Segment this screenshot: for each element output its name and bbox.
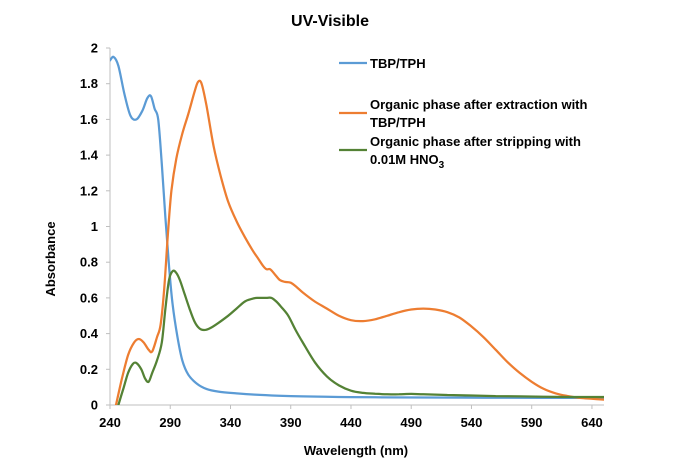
x-tick-label: 440 — [340, 415, 362, 430]
x-tick-label: 590 — [521, 415, 543, 430]
y-tick-label: 0.4 — [80, 326, 99, 341]
y-tick-label: 0.6 — [80, 290, 98, 305]
x-tick-label: 490 — [400, 415, 422, 430]
y-axis-title: Absorbance — [43, 221, 58, 296]
x-tick-label: 290 — [159, 415, 181, 430]
series-line-1 — [110, 55, 604, 400]
series-line-3 — [117, 269, 604, 405]
chart-axes: 0 0.2 0.4 0.6 0.8 1 1.2 1.4 1.6 1.8 2 240 290 340 390 4… — [80, 41, 604, 430]
y-tick-label: 1.4 — [80, 148, 99, 163]
y-tick-label: 1 — [91, 219, 98, 234]
chart-title: UV-Visible — [291, 13, 369, 30]
x-tick-label: 390 — [280, 415, 302, 430]
chart-legend: TBP/TPH Organic phase after extraction wi… — [339, 56, 588, 171]
y-tick-label: 1.8 — [80, 76, 98, 91]
x-tick-label: 640 — [581, 415, 603, 430]
legend-label-3: Organic phase after stripping with — [370, 134, 581, 149]
x-tick-label: 540 — [461, 415, 483, 430]
y-tick-label: 0.8 — [80, 255, 98, 270]
y-tick-label: 1.6 — [80, 112, 98, 127]
x-tick-label: 340 — [220, 415, 242, 430]
series-layer — [110, 55, 604, 405]
y-tick-label: 0.2 — [80, 362, 98, 377]
legend-label-3: 0.01M HNO3 — [370, 152, 445, 171]
x-tick-label: 240 — [99, 415, 121, 430]
legend-label-2: Organic phase after extraction with — [370, 97, 588, 112]
y-tick-label: 1.2 — [80, 183, 98, 198]
legend-label-1: TBP/TPH — [370, 56, 426, 71]
y-tick-label: 0 — [91, 398, 98, 413]
x-axis-title: Wavelength (nm) — [304, 443, 408, 458]
legend-label-2: TBP/TPH — [370, 115, 426, 130]
series-line-2 — [114, 79, 604, 405]
y-tick-label: 2 — [91, 41, 98, 56]
